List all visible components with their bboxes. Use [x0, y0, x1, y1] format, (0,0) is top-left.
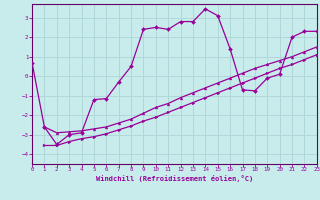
X-axis label: Windchill (Refroidissement éolien,°C): Windchill (Refroidissement éolien,°C) — [96, 175, 253, 182]
